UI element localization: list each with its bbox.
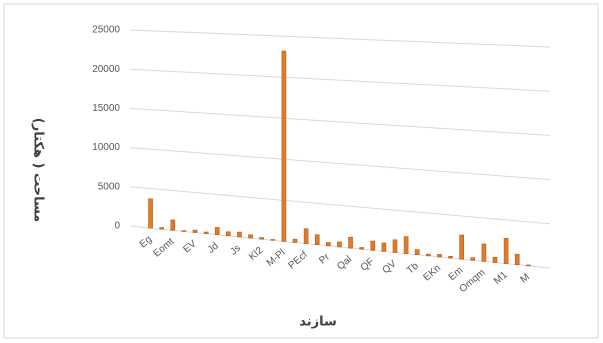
grid-line: [129, 147, 551, 181]
bar: [303, 228, 309, 244]
grid-line: [129, 186, 551, 225]
y-tick-label: 25000: [92, 25, 120, 36]
bar: [192, 229, 198, 233]
bar: [526, 264, 531, 267]
bar: [326, 242, 331, 247]
bar: [148, 198, 153, 229]
grid-line: [129, 68, 551, 92]
y-axis-title: مساحت ( هکتار): [31, 118, 46, 222]
bar: [437, 254, 442, 258]
bar: [237, 231, 242, 238]
bar: [203, 231, 209, 234]
bar: [292, 238, 298, 243]
bar: [337, 241, 342, 248]
bar: [314, 234, 320, 246]
y-tick-label: 20000: [92, 64, 120, 75]
y-tick-label: 0: [114, 221, 120, 232]
bar: [214, 227, 220, 236]
bar: [426, 253, 431, 257]
grid-line: [129, 107, 551, 136]
y-tick-label: 10000: [92, 142, 120, 153]
bar: [470, 257, 476, 261]
y-tick-label: 15000: [92, 103, 120, 114]
bar: [226, 231, 231, 237]
bar: [459, 234, 464, 260]
bar: [170, 219, 176, 231]
bar: [414, 249, 420, 256]
y-tick-label: 5000: [98, 181, 121, 192]
bar: [514, 253, 520, 266]
chart-frame: [3, 3, 599, 339]
bar: [359, 247, 364, 250]
bar: [181, 230, 187, 232]
bar: [348, 236, 353, 249]
bar: [159, 227, 164, 230]
bar: [248, 234, 253, 239]
bar: [392, 239, 398, 253]
bar: [492, 256, 498, 263]
bar: [381, 242, 387, 252]
bar: [370, 240, 376, 251]
bar: [448, 256, 453, 259]
x-axis-title: سازند: [299, 315, 337, 330]
bar: [503, 237, 509, 264]
bar: [270, 239, 276, 241]
grid-line: [129, 29, 551, 48]
bar: [481, 243, 487, 262]
bar: [281, 50, 287, 242]
bar: [259, 237, 264, 240]
bar: [403, 236, 409, 254]
